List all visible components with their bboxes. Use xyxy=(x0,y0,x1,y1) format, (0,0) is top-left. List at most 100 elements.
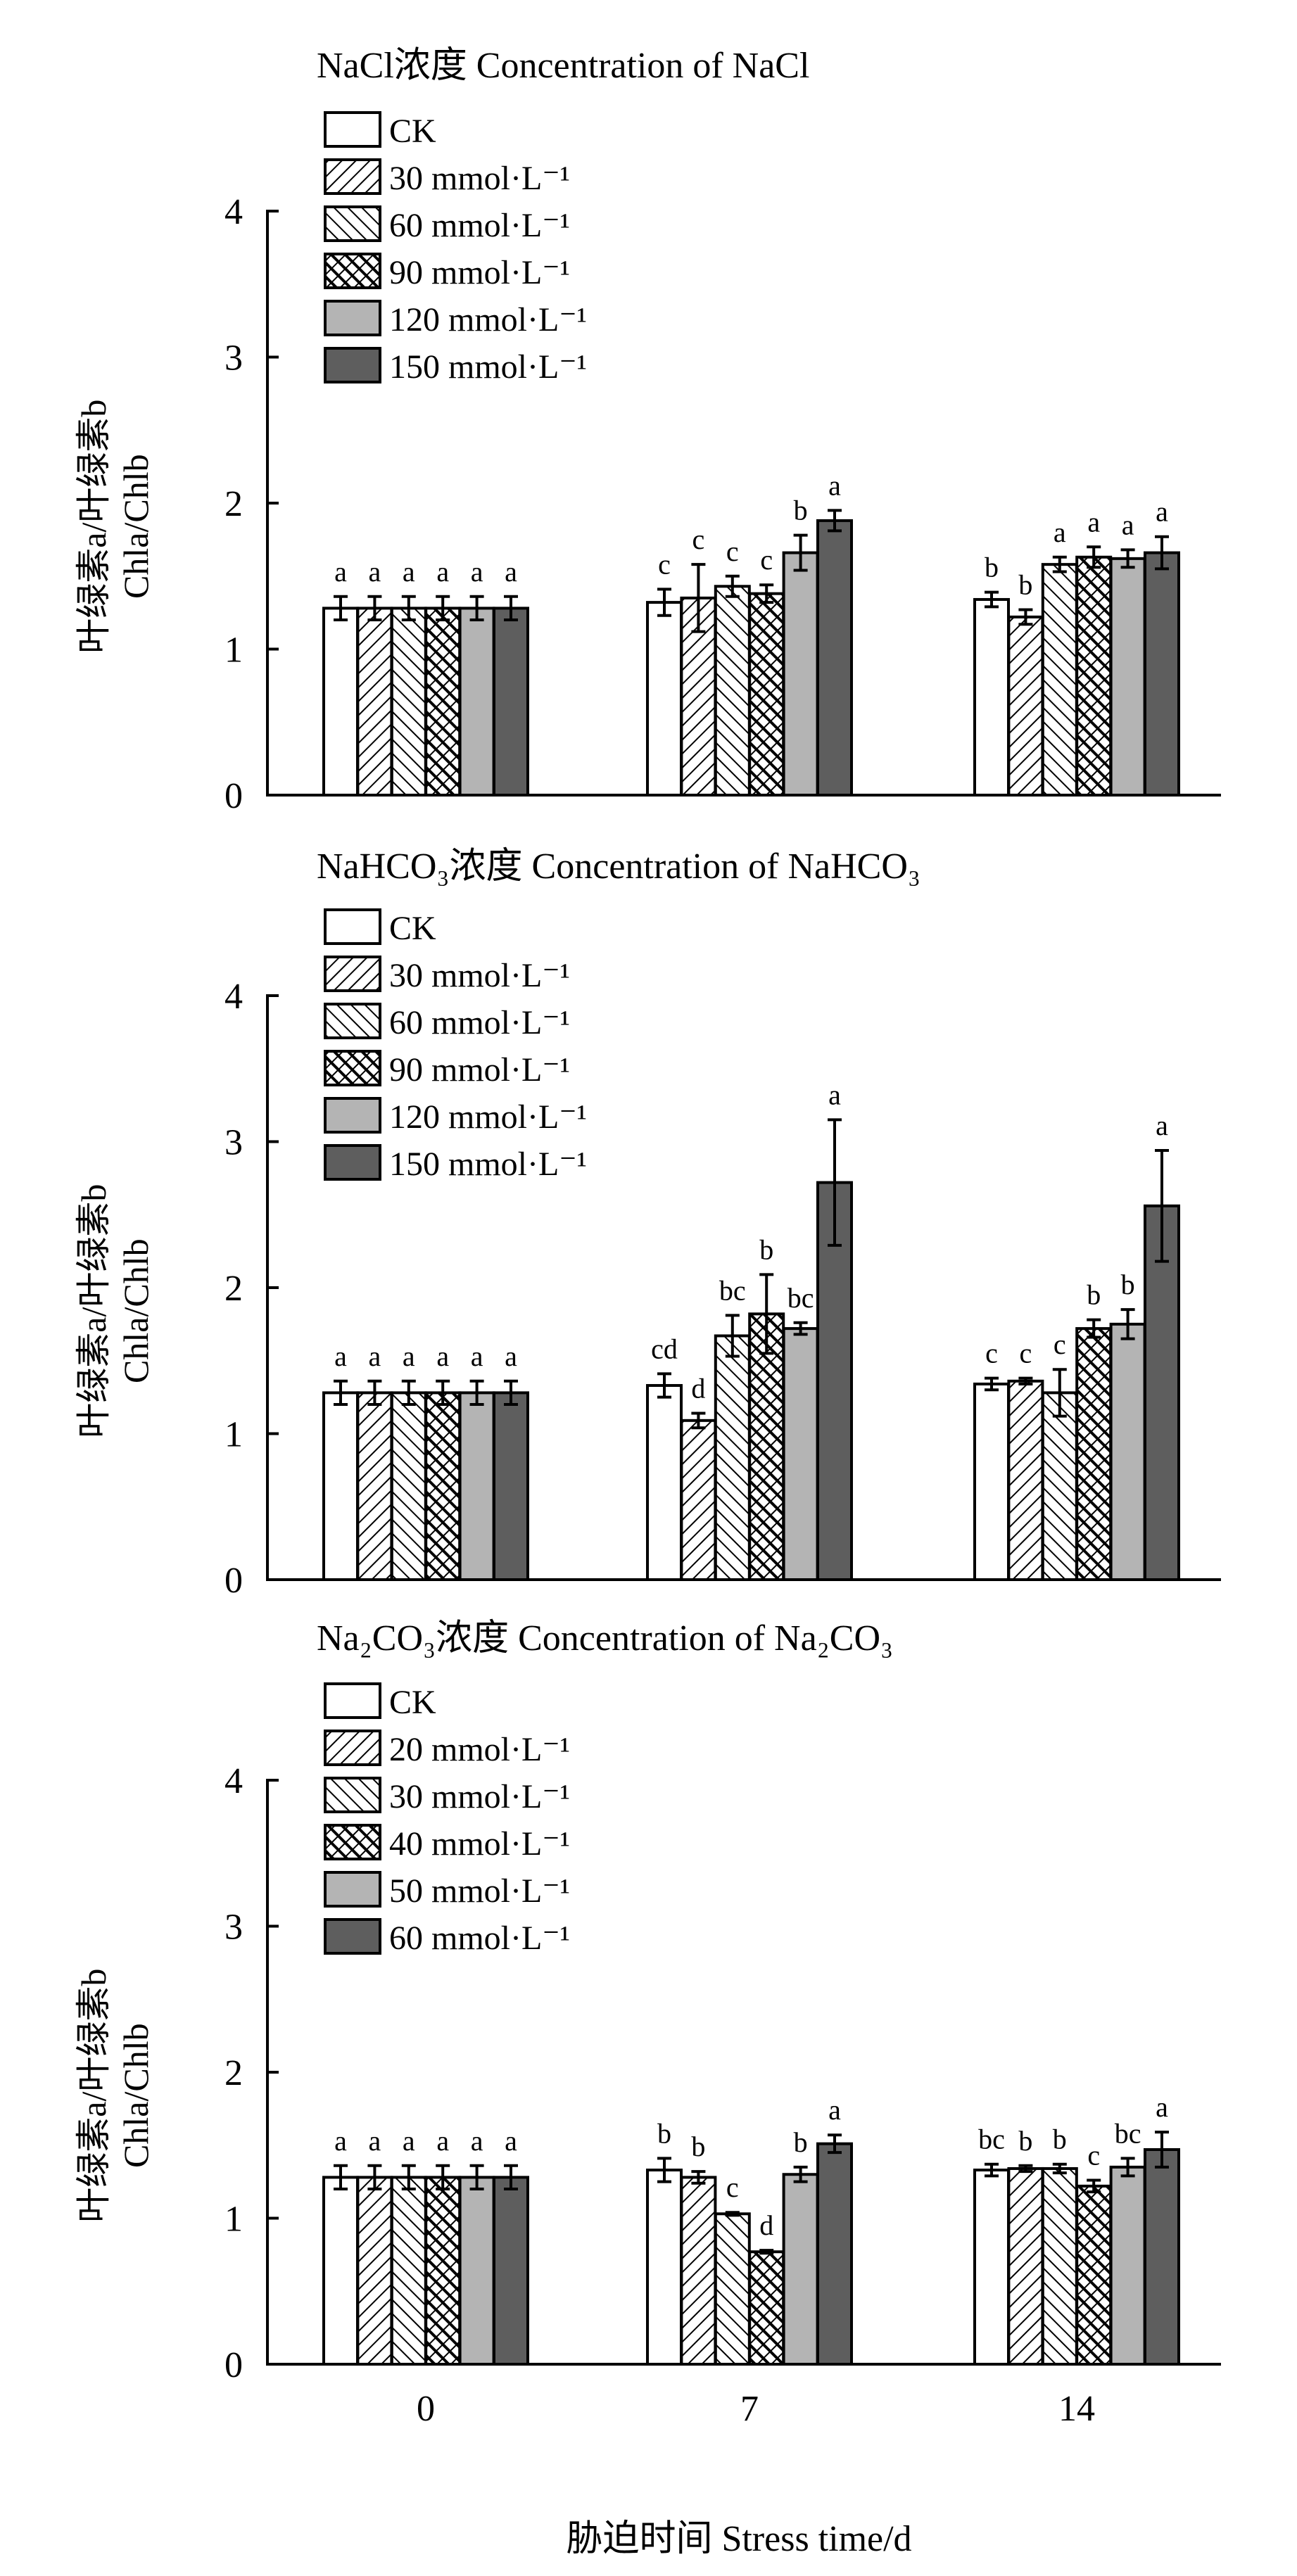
bar xyxy=(1041,563,1078,797)
y-tick-label: 1 xyxy=(224,2200,243,2240)
error-bar xyxy=(1087,2178,1101,2194)
error-bar xyxy=(828,1118,842,1247)
error-bar xyxy=(469,2164,484,2190)
legend-swatch xyxy=(324,1871,381,1908)
legend-label: 120 mmol·L⁻¹ xyxy=(389,301,587,338)
bar xyxy=(322,607,359,797)
x-tick-label: 0 xyxy=(417,2389,435,2429)
y-axis-title-line: 叶绿素a/叶绿素b xyxy=(74,1969,113,2223)
y-tick-label: 1 xyxy=(224,630,243,671)
error-bar xyxy=(759,1273,774,1355)
significance-label: a xyxy=(828,2094,841,2126)
significance-label: a xyxy=(1156,496,1168,528)
error-bar xyxy=(469,595,484,621)
error-bar xyxy=(1018,2164,1033,2174)
bar xyxy=(714,1334,751,1581)
significance-label: a xyxy=(1122,509,1134,540)
y-tick-label: 3 xyxy=(224,338,243,379)
bar xyxy=(748,592,785,797)
bar xyxy=(322,1391,359,1582)
error-bar xyxy=(1120,548,1135,569)
significance-label: c xyxy=(760,544,773,576)
error-bar xyxy=(657,2157,671,2183)
chart-panel-1: NaCl浓度 Concentration of NaCl CK 30 mmol·L⁻… xyxy=(74,46,1221,816)
legend-label: 50 mmol·L⁻¹ xyxy=(389,1872,570,1910)
error-bar xyxy=(334,1379,348,1406)
legend-label: CK xyxy=(389,1684,436,1721)
error-bar xyxy=(1052,1368,1067,1418)
legend-swatch xyxy=(324,908,381,945)
error-bar xyxy=(725,2211,740,2217)
bar xyxy=(973,597,1010,797)
bar xyxy=(458,607,495,797)
legend-label: CK xyxy=(389,910,436,947)
legend-swatch xyxy=(324,253,381,289)
bar xyxy=(493,1391,529,1582)
error-bar xyxy=(1052,2162,1067,2175)
legend-item: 60 mmol·L⁻¹ xyxy=(324,1003,570,1041)
legend-item: 90 mmol·L⁻¹ xyxy=(324,253,570,291)
significance-label: a xyxy=(1156,2091,1168,2123)
y-tick-label: 4 xyxy=(224,192,243,232)
bar xyxy=(390,1391,427,1582)
significance-label: b xyxy=(759,1233,773,1265)
significance-label: b xyxy=(794,2126,808,2158)
y-axis-title-line: Chla/Chlb xyxy=(116,1238,156,1383)
y-tick-label: 0 xyxy=(224,776,243,816)
error-bar xyxy=(401,595,416,621)
chart-panel-3: Na₂CO₃浓度 Concentration of Na₂CO₃ CK 20 mmo… xyxy=(74,1618,1221,2429)
significance-label: bc xyxy=(1115,2117,1141,2149)
error-bar xyxy=(691,563,706,633)
legend-label: 90 mmol·L⁻¹ xyxy=(389,1051,570,1089)
bar xyxy=(1144,2147,1180,2366)
error-bar xyxy=(469,1379,484,1406)
bar xyxy=(748,2250,785,2366)
error-bar xyxy=(334,2164,348,2190)
error-bar xyxy=(504,2164,518,2190)
bar xyxy=(458,1391,495,1582)
y-axis-title-line: 叶绿素a/叶绿素b xyxy=(74,400,113,654)
bar xyxy=(782,2173,819,2366)
y-tick-label: 0 xyxy=(224,2345,243,2385)
legend-label: 30 mmol·L⁻¹ xyxy=(389,1778,570,1815)
bar xyxy=(1109,1322,1146,1581)
error-bar xyxy=(401,2164,416,2190)
error-bar xyxy=(1155,1148,1169,1263)
legend-label: 40 mmol·L⁻¹ xyxy=(389,1825,570,1863)
bar xyxy=(816,2142,853,2366)
legend-swatch xyxy=(324,1824,381,1860)
legend-swatch xyxy=(324,1050,381,1086)
significance-label: d xyxy=(759,2209,773,2241)
legend-item: 30 mmol·L⁻¹ xyxy=(324,1777,570,1815)
legend-swatch xyxy=(324,111,381,148)
legend-swatch xyxy=(324,1682,381,1719)
bar xyxy=(356,607,393,797)
bar xyxy=(493,2176,529,2366)
y-tick-label: 4 xyxy=(224,977,243,1017)
legend-item: 150 mmol·L⁻¹ xyxy=(324,347,587,386)
legend-label: 60 mmol·L⁻¹ xyxy=(389,207,570,244)
x-axis-title: 胁迫时间 Stress time/d xyxy=(566,2519,911,2559)
bar xyxy=(680,2176,717,2366)
legend-label: 30 mmol·L⁻¹ xyxy=(389,160,570,197)
error-bar xyxy=(436,1379,450,1406)
significance-label: a xyxy=(505,1340,517,1372)
panel-title: Na₂CO₃浓度 Concentration of Na₂CO₃ xyxy=(317,1618,893,1658)
significance-label: c xyxy=(726,2171,739,2203)
bar xyxy=(1007,2166,1044,2366)
significance-label: a xyxy=(334,1340,347,1372)
bar xyxy=(424,1391,462,1582)
error-bar xyxy=(367,2164,382,2190)
error-bar xyxy=(725,1314,740,1358)
bar xyxy=(1144,551,1180,797)
legend-item: 30 mmol·L⁻¹ xyxy=(324,158,570,197)
bar xyxy=(714,585,751,797)
error-bar xyxy=(793,2165,808,2183)
bar xyxy=(782,1327,819,1581)
y-axis-title-line: Chla/Chlb xyxy=(116,2023,156,2168)
significance-label: a xyxy=(436,556,449,588)
error-bar xyxy=(367,595,382,621)
significance-label: a xyxy=(505,556,517,588)
x-tick-label: 14 xyxy=(1058,2389,1095,2429)
